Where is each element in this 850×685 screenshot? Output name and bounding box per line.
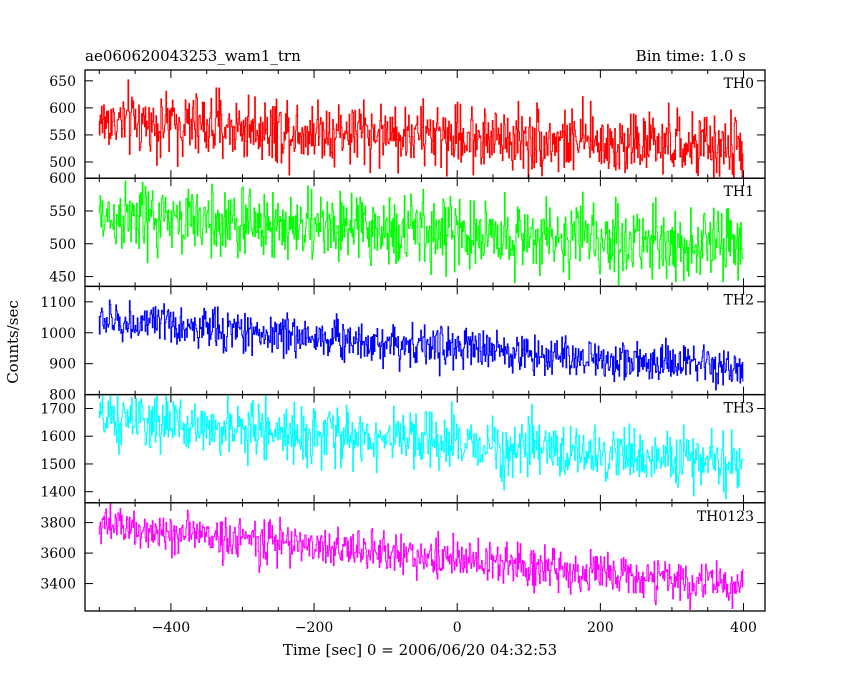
y-tick-label: 650	[49, 74, 76, 90]
x-tick-label: −200	[295, 620, 333, 636]
series-th0-line	[98, 79, 744, 179]
series-label-th1: TH1	[724, 184, 754, 200]
y-tick-label: 550	[49, 204, 76, 220]
y-tick-label: 900	[49, 357, 76, 373]
chart-title: ae060620043253_wam1_trn	[85, 47, 301, 65]
series-label-th0: TH0	[724, 76, 754, 92]
panel-th2: 800 900 1000 1100 TH2	[40, 285, 766, 404]
bin-time-label: Bin time: 1.0 s	[636, 47, 746, 65]
x-tick-label: 200	[587, 620, 614, 636]
series-th1-line	[98, 180, 744, 287]
x-tick-label: 0	[453, 620, 462, 636]
panels-group: 500 550 600 650 TH0 450 500 550 600 TH1 800 900 1000…	[40, 69, 766, 636]
panel-th1: 450 500 550 600 TH1	[49, 171, 766, 288]
y-tick-label: 600	[49, 101, 76, 117]
y-tick-label: 1500	[40, 457, 76, 473]
y-tick-label: 3400	[40, 577, 76, 593]
y-tick-label: 1600	[40, 429, 76, 445]
y-tick-label: 550	[49, 128, 76, 144]
series-th2-line	[98, 299, 744, 391]
panel-th0: 500 550 600 650 TH0	[49, 69, 766, 179]
y-tick-label: 500	[49, 155, 76, 171]
panel-th0123: 3400 3600 3800 TH0123	[40, 502, 766, 612]
x-axis-title: Time [sec] 0 = 2006/06/20 04:32:53	[283, 641, 557, 659]
y-tick-label: 1100	[40, 295, 76, 311]
y-tick-label: 450	[49, 270, 76, 286]
series-label-th2: TH2	[724, 292, 754, 308]
series-label-th0123: TH0123	[697, 509, 754, 525]
y-tick-label: 1000	[40, 326, 76, 342]
series-th0123-line	[98, 502, 744, 611]
y-tick-label: 1400	[40, 485, 76, 501]
series-label-th3: TH3	[724, 401, 754, 417]
y-tick-label: 600	[49, 171, 76, 187]
y-tick-label: 1700	[40, 401, 76, 417]
y-tick-label: 3800	[40, 516, 76, 532]
y-tick-label: 500	[49, 237, 76, 253]
x-tick-label: 400	[730, 620, 757, 636]
series-th3-line	[98, 394, 744, 500]
panel-th3: 1400 1500 1600 1700 TH3	[40, 393, 766, 504]
y-axis-title: Counts/sec	[4, 300, 22, 384]
x-tick-label: −400	[152, 620, 190, 636]
y-tick-label: 800	[49, 388, 76, 404]
y-tick-label: 3600	[40, 546, 76, 562]
panel-frame	[84, 502, 766, 612]
